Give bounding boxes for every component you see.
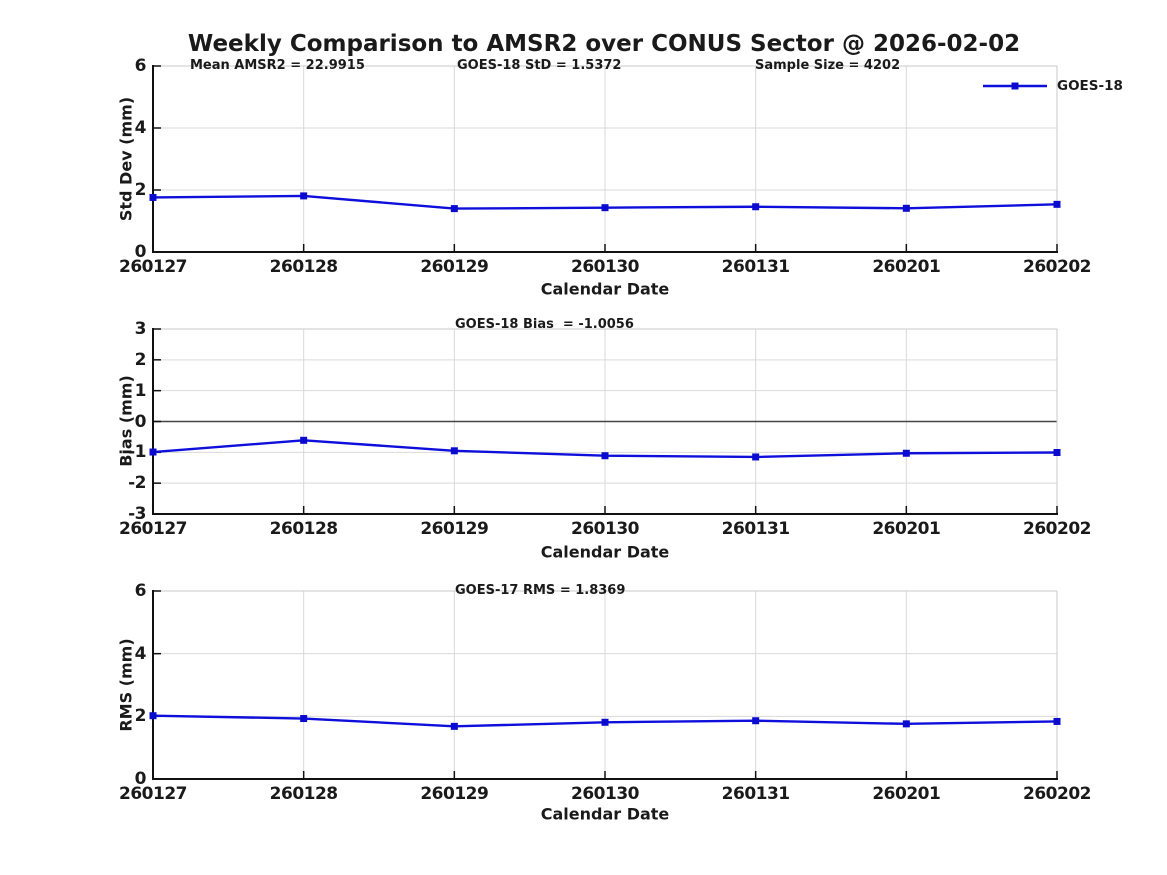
x-tick-label: 260128	[269, 257, 338, 277]
gridlines	[153, 591, 1057, 779]
x-tick-label: 260128	[269, 784, 338, 804]
x-tick-label: 260127	[119, 257, 187, 277]
x-tick-label: 260201	[872, 519, 941, 539]
x-tick-label: 260201	[872, 257, 941, 277]
goes18-std-annotation: GOES-18 StD = 1.5372	[457, 58, 622, 73]
tick-marks	[152, 590, 1058, 780]
y-tick-label: 2	[134, 349, 147, 370]
series-markers-goes18	[149, 192, 1061, 213]
y-tick-label: 2	[134, 180, 147, 200]
y-tick-label: 0	[134, 769, 147, 789]
x-tick-label: 260129	[420, 784, 489, 804]
x-tick-label: 260130	[571, 519, 639, 539]
y-tick-label: 6	[134, 56, 147, 76]
bias-x-axis-label: Calendar Date	[540, 542, 670, 562]
x-tick-label: 260127	[119, 784, 187, 804]
y-tick-label: 1	[134, 380, 147, 401]
sample-size-annotation: Sample Size = 4202	[755, 58, 901, 73]
x-tick-label: 260127	[119, 519, 187, 539]
x-tick-label: 260129	[420, 257, 489, 277]
x-tick-label: 260201	[872, 784, 941, 804]
y-tick-label: 0	[134, 242, 147, 262]
goes17-rms-annotation: GOES-17 RMS = 1.8369	[455, 583, 626, 598]
legend-square-marker	[1011, 82, 1019, 90]
y-tick-label: 0	[134, 411, 147, 432]
x-tick-label: 260202	[1023, 519, 1091, 539]
y-tick-label: 4	[134, 118, 147, 138]
y-tick-label: 2	[134, 706, 147, 727]
gridlines	[153, 66, 1057, 252]
rms-x-axis-label: Calendar Date	[540, 804, 670, 824]
x-tick-label: 260131	[721, 257, 790, 277]
x-tick-label: 260202	[1023, 784, 1091, 804]
y-tick-label: -1	[128, 442, 146, 463]
x-tick-label: 260128	[269, 519, 338, 539]
y-tick-label: -3	[128, 504, 146, 524]
x-tick-label: 260131	[721, 519, 790, 539]
x-tick-label: 260129	[420, 519, 489, 539]
legend: GOES-18	[983, 77, 1167, 95]
legend-series-label: GOES-18	[1057, 78, 1123, 94]
series-markers-goes18	[149, 436, 1061, 461]
mean-amsr2-annotation: Mean AMSR2 = 22.9915	[190, 58, 365, 73]
y-tick-label: 4	[134, 643, 147, 664]
stddev-x-axis-label: Calendar Date	[540, 279, 670, 299]
x-tick-label: 260130	[571, 257, 639, 277]
figure-title: Weekly Comparison to AMSR2 over CONUS Se…	[187, 31, 1021, 57]
y-tick-label: 3	[134, 319, 147, 339]
x-tick-label: 260202	[1023, 257, 1091, 277]
y-tick-label: -2	[128, 473, 146, 494]
y-tick-label: 6	[134, 581, 147, 601]
tick-marks	[152, 328, 1058, 515]
x-tick-label: 260130	[571, 784, 639, 804]
series-markers-goes18	[149, 712, 1061, 730]
tick-marks	[152, 65, 1058, 253]
goes18-bias-annotation: GOES-18 Bias = -1.0056	[455, 317, 634, 332]
legend-line-sample	[983, 82, 1047, 90]
x-tick-label: 260131	[721, 784, 790, 804]
